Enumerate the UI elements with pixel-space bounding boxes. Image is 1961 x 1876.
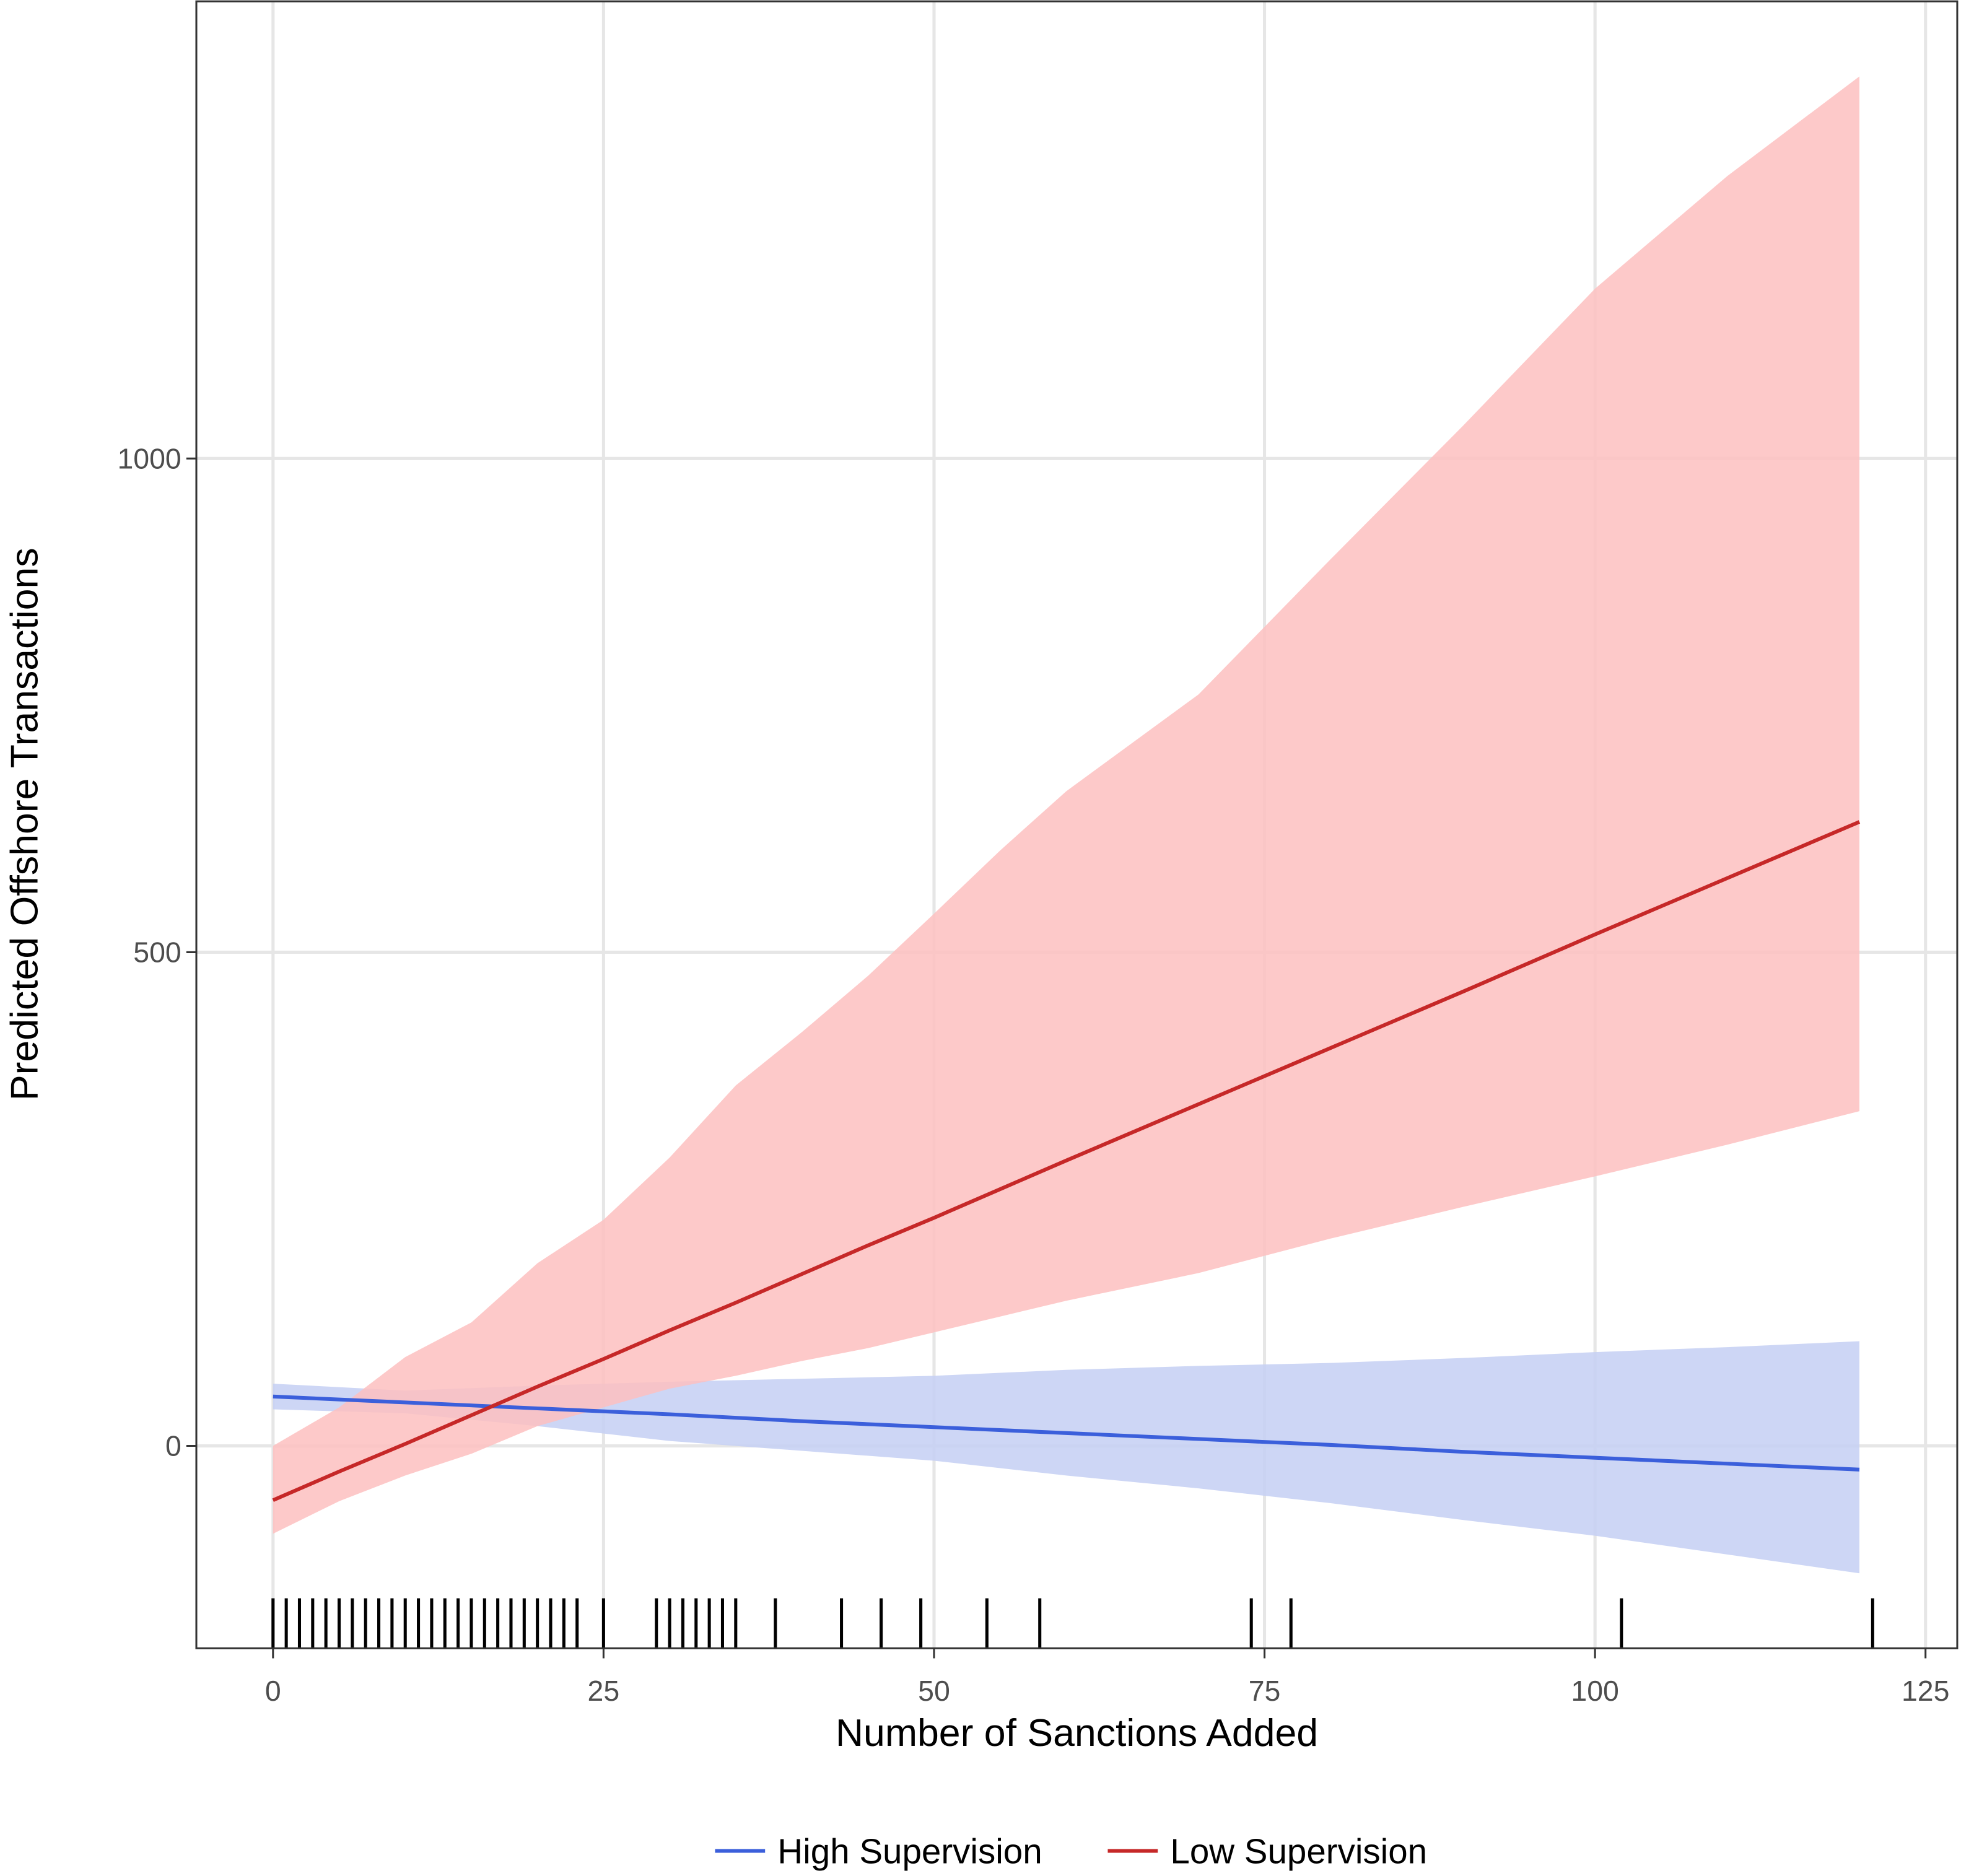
series-line	[272, 820, 1861, 1503]
x-axis-title: Number of Sanctions Added	[836, 1711, 1318, 1755]
legend-label: High Supervision	[777, 1832, 1042, 1871]
x-tick-label: 0	[265, 1675, 281, 1707]
bands	[273, 76, 1860, 1574]
x-tick-label: 75	[1249, 1675, 1281, 1707]
confidence-band	[273, 76, 1860, 1534]
axes: 0 25 50 75 100 125 0 500 1000	[117, 442, 1949, 1707]
x-tick-label: 25	[588, 1675, 620, 1707]
y-axis-title: Predicted Offshore Transactions	[3, 548, 46, 1101]
x-tick-label: 50	[918, 1675, 950, 1707]
confidence-band	[273, 1341, 1860, 1574]
x-tick-label: 125	[1902, 1675, 1949, 1707]
y-tick-label: 500	[133, 936, 181, 969]
lines	[272, 820, 1861, 1503]
series-line	[273, 1394, 1860, 1472]
panel-border	[195, 0, 1959, 1649]
y-tick-label: 0	[165, 1430, 181, 1462]
x-tick-label: 100	[1571, 1675, 1618, 1707]
rug	[271, 1598, 1874, 1649]
legend-label: Low Supervision	[1170, 1832, 1427, 1871]
legend: High Supervision Low Supervision	[715, 1832, 1427, 1871]
y-tick-label: 1000	[117, 442, 181, 474]
